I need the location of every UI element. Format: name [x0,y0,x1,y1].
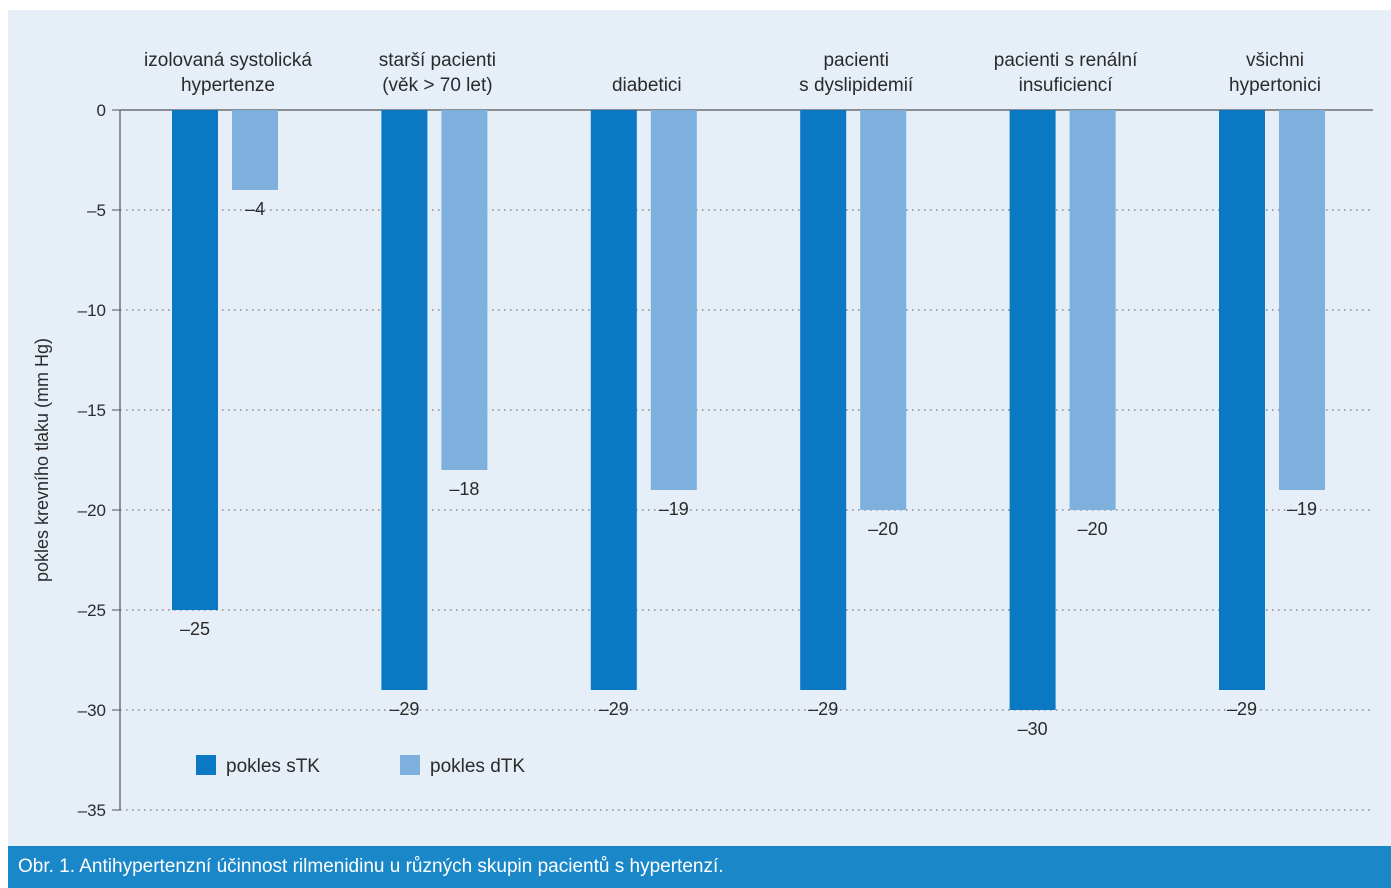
bar-stk [381,110,428,690]
category-label: pacienti [823,50,889,71]
y-tick-label: –20 [78,501,106,520]
y-tick-label: 0 [97,101,106,120]
y-axis-label: pokles krevního tlaku (mm Hg) [32,338,52,582]
bar-dtk [860,110,907,510]
legend-label: pokles dTK [430,756,525,777]
data-label: –19 [1287,499,1317,519]
y-tick-label: –35 [78,801,106,820]
data-label: –29 [599,699,629,719]
data-label: –20 [868,519,898,539]
y-tick-label: –5 [87,201,106,220]
y-tick-label: –30 [78,701,106,720]
chart-figure: 0 –5 –10 –15 –20 –25 –30 –35 pokles krevního tla… [8,10,1391,846]
category-label: diabetici [612,75,682,96]
data-label: –4 [245,199,265,219]
bar-stk [1219,110,1265,690]
category-label: insuficiencí [1019,75,1114,96]
bar-stk [1009,110,1056,710]
category-label: starší pacienti [379,50,496,71]
y-tick-label: –25 [78,601,106,620]
data-label: –19 [659,499,689,519]
y-tick-label: –15 [78,401,106,420]
category-label: izolovaná systolická [144,50,312,71]
data-label: –29 [1227,699,1257,719]
bar-dtk [441,110,488,470]
category-label: pacienti s renální [994,50,1138,71]
caption-bar: Obr. 1. Antihypertenzní účinnost rilmeni… [8,846,1391,888]
bar-dtk [232,110,278,190]
bar-dtk [1279,110,1325,490]
bar-stk [800,110,847,690]
category-label: všichni [1246,50,1304,71]
data-label: –20 [1078,519,1108,539]
figure-caption: Obr. 1. Antihypertenzní účinnost rilmeni… [18,856,724,877]
y-tick-label: –10 [78,301,106,320]
legend-swatch [196,755,216,775]
data-label: –25 [180,619,210,639]
data-label: –29 [389,699,419,719]
bar-dtk [1069,110,1116,510]
category-label: hypertenze [181,75,275,96]
bar-stk [590,110,637,690]
data-label: –30 [1018,719,1048,739]
category-label: s dyslipidemií [799,75,914,96]
category-label: (věk > 70 let) [382,75,492,96]
category-label: hypertonici [1229,75,1321,96]
bar-dtk [650,110,697,490]
legend-swatch [400,755,420,775]
data-label: –18 [449,479,479,499]
bar-stk [172,110,218,610]
bar-chart: 0 –5 –10 –15 –20 –25 –30 –35 pokles krevního tla… [32,50,1373,820]
legend-label: pokles sTK [226,756,320,777]
data-label: –29 [808,699,838,719]
